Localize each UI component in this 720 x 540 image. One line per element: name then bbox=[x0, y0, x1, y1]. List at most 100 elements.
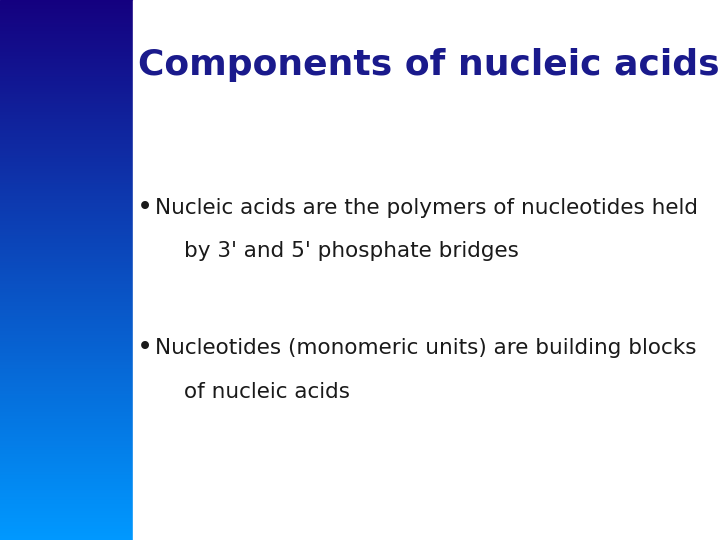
Bar bbox=[0, 174, 133, 177]
Bar bbox=[0, 459, 133, 461]
Bar bbox=[0, 130, 133, 131]
Bar bbox=[0, 38, 133, 39]
Bar bbox=[0, 220, 133, 221]
Bar bbox=[0, 509, 133, 511]
Bar bbox=[0, 474, 133, 475]
Bar bbox=[0, 536, 133, 538]
Bar bbox=[0, 299, 133, 301]
Bar bbox=[0, 369, 133, 371]
Bar bbox=[0, 428, 133, 430]
Bar bbox=[0, 104, 133, 106]
Bar bbox=[0, 153, 133, 155]
Bar bbox=[0, 167, 133, 169]
Bar bbox=[0, 147, 133, 150]
Bar bbox=[0, 96, 133, 97]
Bar bbox=[0, 533, 133, 535]
Bar bbox=[0, 201, 133, 204]
Bar bbox=[0, 22, 133, 23]
Bar bbox=[0, 531, 133, 533]
Bar bbox=[0, 191, 133, 193]
Bar bbox=[0, 2, 133, 4]
Bar bbox=[0, 31, 133, 32]
Bar bbox=[0, 455, 133, 457]
Bar bbox=[0, 346, 133, 347]
Bar bbox=[0, 85, 133, 86]
Bar bbox=[0, 236, 133, 238]
Bar bbox=[0, 56, 133, 58]
Bar bbox=[0, 25, 133, 27]
Bar bbox=[0, 142, 133, 144]
Bar bbox=[0, 293, 133, 295]
Bar bbox=[0, 366, 133, 367]
Bar bbox=[0, 227, 133, 228]
Bar bbox=[0, 61, 133, 63]
Bar bbox=[0, 123, 133, 124]
Bar bbox=[0, 268, 133, 270]
Bar bbox=[0, 27, 133, 29]
Bar bbox=[0, 157, 133, 158]
Bar bbox=[0, 468, 133, 470]
Bar bbox=[0, 525, 133, 528]
Bar bbox=[0, 34, 133, 36]
Bar bbox=[0, 59, 133, 61]
Bar bbox=[0, 432, 133, 434]
Bar bbox=[0, 382, 133, 383]
Bar bbox=[0, 439, 133, 441]
Bar bbox=[0, 491, 133, 493]
Bar bbox=[0, 20, 133, 22]
Bar bbox=[0, 193, 133, 194]
Bar bbox=[0, 223, 133, 225]
Bar bbox=[0, 258, 133, 259]
Bar bbox=[0, 162, 133, 164]
Bar bbox=[0, 436, 133, 437]
Bar bbox=[0, 329, 133, 331]
Bar bbox=[0, 326, 133, 328]
Bar bbox=[0, 52, 133, 54]
Bar bbox=[0, 340, 133, 342]
Bar bbox=[0, 454, 133, 455]
Bar bbox=[0, 126, 133, 128]
Bar bbox=[0, 88, 133, 90]
Bar bbox=[0, 481, 133, 482]
Bar bbox=[0, 308, 133, 309]
Bar bbox=[0, 457, 133, 459]
Bar bbox=[0, 171, 133, 173]
Bar bbox=[0, 133, 133, 135]
Bar bbox=[0, 93, 133, 96]
Bar bbox=[0, 482, 133, 484]
Bar bbox=[0, 177, 133, 178]
Bar bbox=[0, 490, 133, 491]
Bar bbox=[0, 209, 133, 211]
Bar bbox=[0, 42, 133, 43]
Bar bbox=[0, 444, 133, 447]
Bar bbox=[0, 265, 133, 266]
Bar bbox=[0, 324, 133, 326]
Bar bbox=[0, 128, 133, 130]
Bar bbox=[0, 427, 133, 428]
Bar bbox=[0, 367, 133, 369]
Bar bbox=[0, 538, 133, 540]
Bar bbox=[0, 124, 133, 126]
Bar bbox=[0, 470, 133, 471]
Bar bbox=[0, 79, 133, 81]
Bar bbox=[0, 238, 133, 239]
Bar bbox=[0, 486, 133, 488]
Bar bbox=[0, 198, 133, 200]
Bar bbox=[0, 410, 133, 412]
Bar bbox=[0, 74, 133, 76]
Bar bbox=[0, 286, 133, 288]
Bar bbox=[0, 373, 133, 374]
Text: by 3' and 5' phosphate bridges: by 3' and 5' phosphate bridges bbox=[184, 241, 518, 261]
Bar bbox=[0, 266, 133, 268]
Bar bbox=[0, 274, 133, 275]
Bar bbox=[0, 497, 133, 498]
Bar bbox=[0, 290, 133, 292]
Bar bbox=[0, 32, 133, 34]
Bar bbox=[0, 281, 133, 282]
Bar bbox=[0, 45, 133, 47]
Bar bbox=[0, 83, 133, 85]
Bar bbox=[0, 135, 133, 137]
Bar bbox=[0, 448, 133, 450]
Bar bbox=[0, 99, 133, 101]
Bar bbox=[0, 437, 133, 439]
